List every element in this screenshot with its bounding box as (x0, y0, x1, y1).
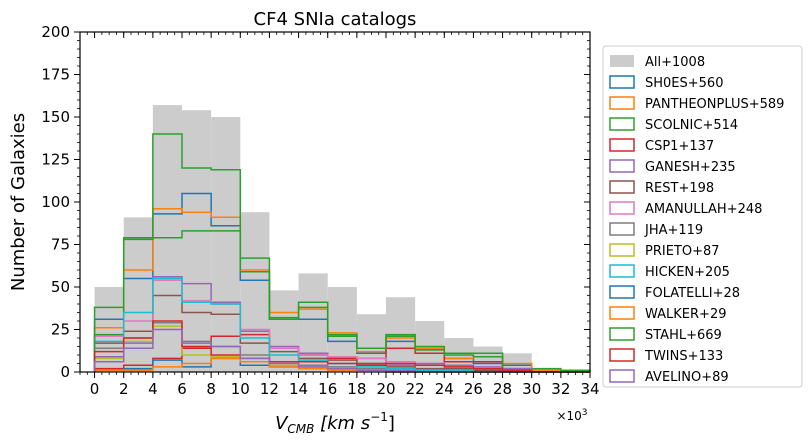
x-tick-label: 8 (206, 380, 216, 398)
legend-swatch (609, 348, 635, 362)
x-tick-label: 16 (318, 380, 337, 398)
x-tick-label: 26 (464, 380, 483, 398)
legend-label: SCOLNIC+514 (645, 118, 738, 133)
x-tick-label: 24 (435, 380, 454, 398)
all-bar-1 (123, 217, 153, 372)
y-tick-label: 100 (41, 193, 70, 211)
x-axis-label-exponent: −1 (370, 410, 388, 424)
x-tick-label: 30 (522, 380, 541, 398)
plot-area: 0 2 4 6 8 10 12 14 16 18 20 22 24 26 28 30 32 34 02550751… (41, 23, 599, 398)
legend-swatch (609, 159, 635, 173)
all-bar-13 (473, 346, 503, 372)
legend-label: WALKER+29 (645, 307, 727, 322)
all-bar-16 (560, 370, 590, 372)
legend-label: REST+198 (645, 181, 714, 196)
x-axis-label-subscript: CMB (287, 422, 314, 436)
chart-title: CF4 SNIa catalogs (254, 9, 417, 30)
y-tick-label: 125 (41, 151, 70, 169)
y-tick-label: 75 (51, 236, 70, 254)
x-tick-label: 18 (347, 380, 366, 398)
legend-swatch (609, 369, 635, 383)
x-tick-label: 12 (260, 380, 279, 398)
legend-swatch (609, 243, 635, 257)
all-bar-2 (152, 105, 182, 372)
x-axis-multiplier-exponent: 3 (582, 408, 588, 418)
x-axis-label-units: [km s (320, 413, 370, 434)
x-axis-ticks: 0 2 4 6 8 10 12 14 16 18 20 22 24 26 28 30 32 34 (79, 32, 600, 398)
legend-swatch (609, 201, 635, 215)
x-axis-multiplier-base: ×10 (556, 409, 581, 423)
all-bar-5 (240, 212, 270, 372)
legend-label: STAHL+669 (645, 328, 722, 343)
x-axis-label-main: V (275, 413, 289, 434)
x-tick-label: 10 (231, 380, 250, 398)
legend-swatch (609, 75, 635, 89)
y-axis-label: Number of Galaxies (8, 113, 29, 291)
legend-swatch (609, 96, 635, 110)
legend-swatch (609, 285, 635, 299)
x-axis-multiplier: ×103 (556, 408, 587, 423)
legend-frame (602, 45, 803, 388)
legend-swatch (609, 138, 635, 152)
all-bar-9 (356, 314, 386, 372)
legend-swatch (609, 117, 635, 131)
legend-swatch (609, 327, 635, 341)
series-line-12 (93, 230, 590, 373)
legend-swatch (609, 264, 635, 278)
legend-label: SH0ES+560 (645, 76, 723, 91)
all-bar-14 (502, 353, 532, 372)
all-bar-6 (269, 290, 299, 372)
legend-label: AVELINO+89 (645, 370, 729, 385)
legend: All+1008 SH0ES+560 PANTHEONPLUS+589 SCOLNIC… (602, 45, 803, 388)
legend-swatch (609, 180, 635, 194)
y-tick-label: 25 (51, 321, 70, 339)
legend-swatch (609, 306, 635, 320)
all-bar-0 (94, 287, 124, 372)
legend-items: All+1008 SH0ES+560 PANTHEONPLUS+589 SCOLNIC… (609, 55, 784, 385)
x-tick-label: 22 (406, 380, 425, 398)
x-tick-label: 34 (580, 380, 599, 398)
legend-label: FOLATELLI+28 (645, 286, 740, 301)
y-tick-label: 200 (41, 23, 70, 41)
all-bar-3 (182, 110, 212, 372)
all-bar-7 (298, 273, 328, 372)
x-tick-label: 2 (119, 380, 129, 398)
x-tick-label: 32 (551, 380, 570, 398)
series-line-9 (93, 277, 590, 373)
all-histogram-bars (94, 105, 590, 372)
x-tick-label: 28 (493, 380, 512, 398)
legend-label: HICKEN+205 (645, 265, 730, 280)
y-tick-label: 50 (51, 278, 70, 296)
legend-label: GANESH+235 (645, 160, 736, 175)
x-tick-label: 4 (148, 380, 158, 398)
legend-label: All+1008 (645, 55, 705, 70)
all-bar-8 (327, 287, 357, 372)
legend-label: TWINS+133 (644, 349, 723, 364)
x-tick-label: 6 (177, 380, 187, 398)
x-axis-label: VCMB [km s−1] (275, 410, 395, 436)
legend-label: PANTHEONPLUS+589 (645, 97, 784, 112)
x-axis-label-close: ] (388, 413, 395, 434)
y-tick-label: 0 (60, 363, 70, 381)
legend-label: AMANULLAH+248 (645, 202, 762, 217)
all-bar-4 (211, 117, 241, 372)
legend-swatch (609, 222, 635, 236)
legend-swatch (610, 55, 634, 67)
x-tick-label: 20 (376, 380, 395, 398)
legend-label: CSP1+137 (645, 139, 714, 154)
y-axis-ticks: 0 25 50 75 100 125 150 175 200 (41, 23, 590, 381)
legend-label: PRIETO+87 (645, 244, 720, 259)
y-tick-label: 150 (41, 108, 70, 126)
series-line-13 (93, 320, 590, 373)
x-tick-label: 0 (90, 380, 100, 398)
x-tick-label: 14 (289, 380, 308, 398)
legend-label: JHA+119 (644, 223, 703, 238)
y-tick-label: 175 (41, 66, 70, 84)
